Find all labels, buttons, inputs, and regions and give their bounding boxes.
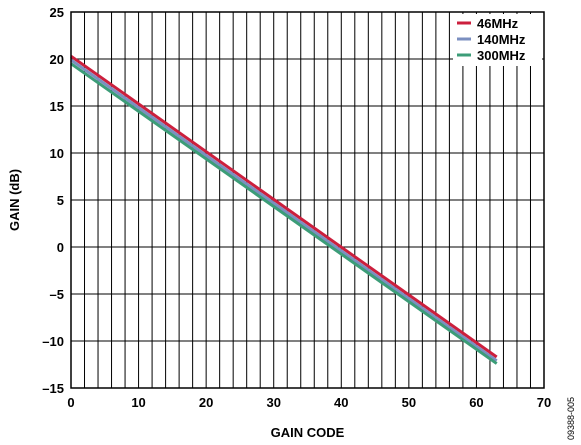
series-line-140mhz [70, 58, 498, 362]
legend-label-46mhz: 46MHz [477, 16, 519, 31]
x-tick-label: 70 [537, 395, 551, 410]
y-tick-labels: 25 20 15 10 5 0 –5 –10 –15 [42, 5, 64, 396]
y-tick-label: 25 [50, 5, 64, 20]
x-tick-label: 50 [402, 395, 416, 410]
y-tick-label: 0 [57, 240, 64, 255]
y-tick-label: 5 [57, 193, 64, 208]
x-tick-label: 20 [199, 395, 213, 410]
x-tick-label: 30 [266, 395, 280, 410]
x-tick-label: 0 [67, 395, 74, 410]
y-tick-label: –15 [42, 381, 64, 396]
series-lines [70, 54, 498, 365]
figure-id: 09388-005 [566, 397, 576, 440]
x-axis-title: GAIN CODE [271, 425, 345, 440]
legend-label-140mhz: 140MHz [477, 32, 526, 47]
x-tick-label: 60 [469, 395, 483, 410]
series-line-46mhz [70, 54, 498, 359]
plot-frame [70, 11, 545, 389]
grid [71, 12, 544, 388]
legend-label-300mhz: 300MHz [477, 48, 526, 63]
series-line-300mhz [70, 62, 498, 365]
y-tick-label: 15 [50, 99, 64, 114]
y-tick-label: 10 [50, 146, 64, 161]
y-axis-title: GAIN (dB) [7, 169, 22, 231]
y-tick-label: –5 [50, 287, 64, 302]
x-tick-label: 10 [131, 395, 145, 410]
y-tick-label: 20 [50, 52, 64, 67]
x-tick-labels: 0 10 20 30 40 50 60 70 [67, 395, 551, 410]
y-tick-label: –10 [42, 334, 64, 349]
x-tick-label: 40 [334, 395, 348, 410]
